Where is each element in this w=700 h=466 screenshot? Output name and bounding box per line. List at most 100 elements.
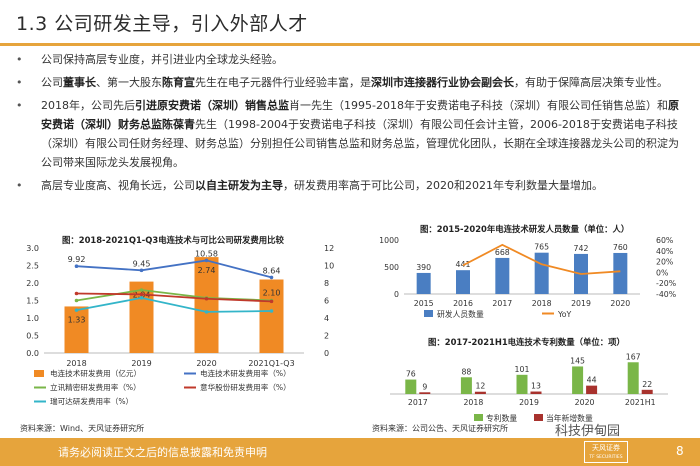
watermark: 科技伊甸园: [555, 424, 621, 439]
y-left-tick-label: 1000: [379, 236, 399, 245]
bar-label: 13: [531, 382, 541, 391]
bar: [194, 257, 219, 353]
x-tick-label: 2019: [519, 398, 539, 407]
bullet-item: • 2018年，公司先后引进原安费诺（深圳）销售总监肖一先生（1995-2018年…: [14, 96, 686, 172]
x-tick-label: 2019: [131, 359, 151, 368]
y-right-tick-label: 6: [324, 297, 329, 306]
bar-label: 12: [475, 382, 485, 391]
bar-label: 44: [587, 376, 597, 385]
bullet-text: 2018年，公司先后引进原安费诺（深圳）销售总监肖一先生（1995-2018年于…: [41, 99, 679, 169]
y-left-tick-label: 0.5: [26, 332, 39, 341]
bar-label: 1.33: [68, 315, 86, 324]
bullet-emphasis: 以自主研发为主导: [195, 179, 283, 192]
y-left-tick-label: 1.5: [26, 297, 39, 306]
y-left-tick-label: 2.5: [26, 262, 39, 271]
x-tick-label: 2017: [492, 299, 512, 308]
point-label: 9.92: [68, 255, 86, 264]
bullet-item: • 高层专业度高、视角长远，公司以自主研发为主导，研发费用率高于可比公司，2020…: [14, 176, 686, 195]
right-bottom-chart-title: 图：2017-2021H1电连技术专利数量（单位：项）: [428, 337, 625, 347]
bar: [495, 257, 510, 294]
yoy-line: [462, 243, 621, 275]
bar: [405, 379, 417, 394]
series-line: [76, 259, 272, 279]
legend-label: 当年新增数量: [546, 413, 593, 423]
footer-bar: [0, 438, 700, 466]
bar: [613, 252, 628, 294]
y-right-tick-label: -40%: [656, 290, 676, 299]
bar-label: 2.10: [263, 289, 281, 298]
bar-label: 2.74: [198, 266, 216, 275]
series-point: [74, 308, 79, 312]
legend-label: 研发人员数量: [437, 309, 484, 319]
bar: [627, 362, 639, 394]
page-number: 8: [676, 444, 684, 458]
bullet-item: • 公司保持高层专业度，并引进业内全球龙头经验。: [14, 50, 686, 69]
y-right-tick-label: -20%: [656, 279, 676, 288]
legend-swatch: [34, 370, 44, 377]
y-left-tick-label: 2.0: [26, 279, 39, 288]
legend-swatch: [424, 310, 433, 317]
legend-swatch: [534, 414, 543, 421]
series-point: [204, 258, 209, 263]
x-tick-label: 2020: [575, 398, 595, 407]
bar: [416, 272, 431, 294]
bar: [64, 306, 89, 353]
bullet-dot-icon: •: [16, 179, 23, 192]
x-tick-label: 2018: [463, 398, 483, 407]
point-label: 9.45: [133, 259, 151, 268]
bar: [641, 389, 653, 394]
bullet-emphasis: 引进原安费诺（深圳）销售总监: [135, 99, 289, 112]
legend-label: 专利数量: [486, 413, 517, 423]
series-point: [139, 296, 144, 300]
bar-label: 22: [642, 380, 652, 389]
bar-label: 101: [515, 365, 530, 374]
rd-expense-chart: 0.00.51.01.52.02.53.00246810121.332.042.…: [26, 244, 334, 406]
bar-label: 9: [422, 382, 427, 391]
point-label: 10.58: [195, 249, 218, 258]
disclaimer-text: 请务必阅读正文之后的信息披露和免责申明: [58, 446, 267, 459]
series-point: [74, 291, 79, 296]
bar: [516, 374, 528, 394]
x-tick-label: 2016: [453, 299, 473, 308]
x-tick-label: 2015: [414, 299, 434, 308]
x-tick-label: 2018: [66, 359, 86, 368]
bullet-emphasis: 原安费诺（深圳）财务总监陈葆青: [41, 99, 679, 131]
bullet-segment: 先生在电子元器件行业经验丰富，是: [195, 76, 371, 89]
bar: [534, 252, 549, 294]
left-chart-title: 图：2018-2021Q1-Q3电连技术与可比公司研发费用比较: [62, 235, 284, 245]
legend-label: 意华股份研发费用率（%）: [200, 382, 291, 392]
bullet-dot-icon: •: [16, 53, 23, 66]
bar: [474, 391, 486, 394]
y-right-tick-label: 4: [324, 314, 329, 323]
series-line: [76, 289, 272, 302]
bullet-segment: ，有助于保障高层决策专业性。: [514, 76, 668, 89]
bullet-segment: 肖一先生（1995-2018年于安费诺电子科技（深圳）有限公司任销售总监）和: [289, 99, 668, 112]
series-point: [139, 268, 144, 273]
legend-label: 瑞可达研发费用率（%）: [50, 396, 133, 406]
bar-label: 167: [626, 352, 641, 361]
bar: [586, 385, 598, 394]
bullet-text: 公司董事长、第一大股东陈育宣先生在电子元器件行业经验丰富，是深圳市连接器行业协会…: [41, 76, 668, 89]
x-tick-label: 2020: [610, 299, 630, 308]
y-right-tick-label: 0%: [656, 268, 668, 277]
bar-label: 88: [461, 367, 471, 376]
y-right-tick-label: 20%: [656, 258, 673, 267]
y-right-tick-label: 8: [324, 279, 329, 288]
bullet-text: 公司保持高层专业度，并引进业内全球龙头经验。: [41, 53, 283, 66]
logo-subtext: TF SECURITIES: [589, 455, 623, 460]
y-right-tick-label: 60%: [656, 236, 673, 245]
bar-label: 742: [574, 244, 589, 253]
x-tick-label: 2021Q1-Q3: [248, 359, 294, 368]
y-right-tick-label: 12: [324, 244, 334, 253]
series-line: [76, 292, 272, 303]
y-left-tick-label: 0.0: [26, 349, 39, 358]
series-point: [139, 288, 144, 292]
x-tick-label: 2017: [408, 398, 428, 407]
y-right-tick-label: 10: [324, 262, 334, 271]
series-point: [269, 299, 274, 304]
x-tick-label: 2021H1: [625, 398, 656, 407]
y-left-tick-label: 3.0: [26, 244, 39, 253]
y-left-tick-label: 500: [384, 263, 399, 272]
legend-label: 电连技术研发费用（亿元）: [50, 368, 141, 378]
